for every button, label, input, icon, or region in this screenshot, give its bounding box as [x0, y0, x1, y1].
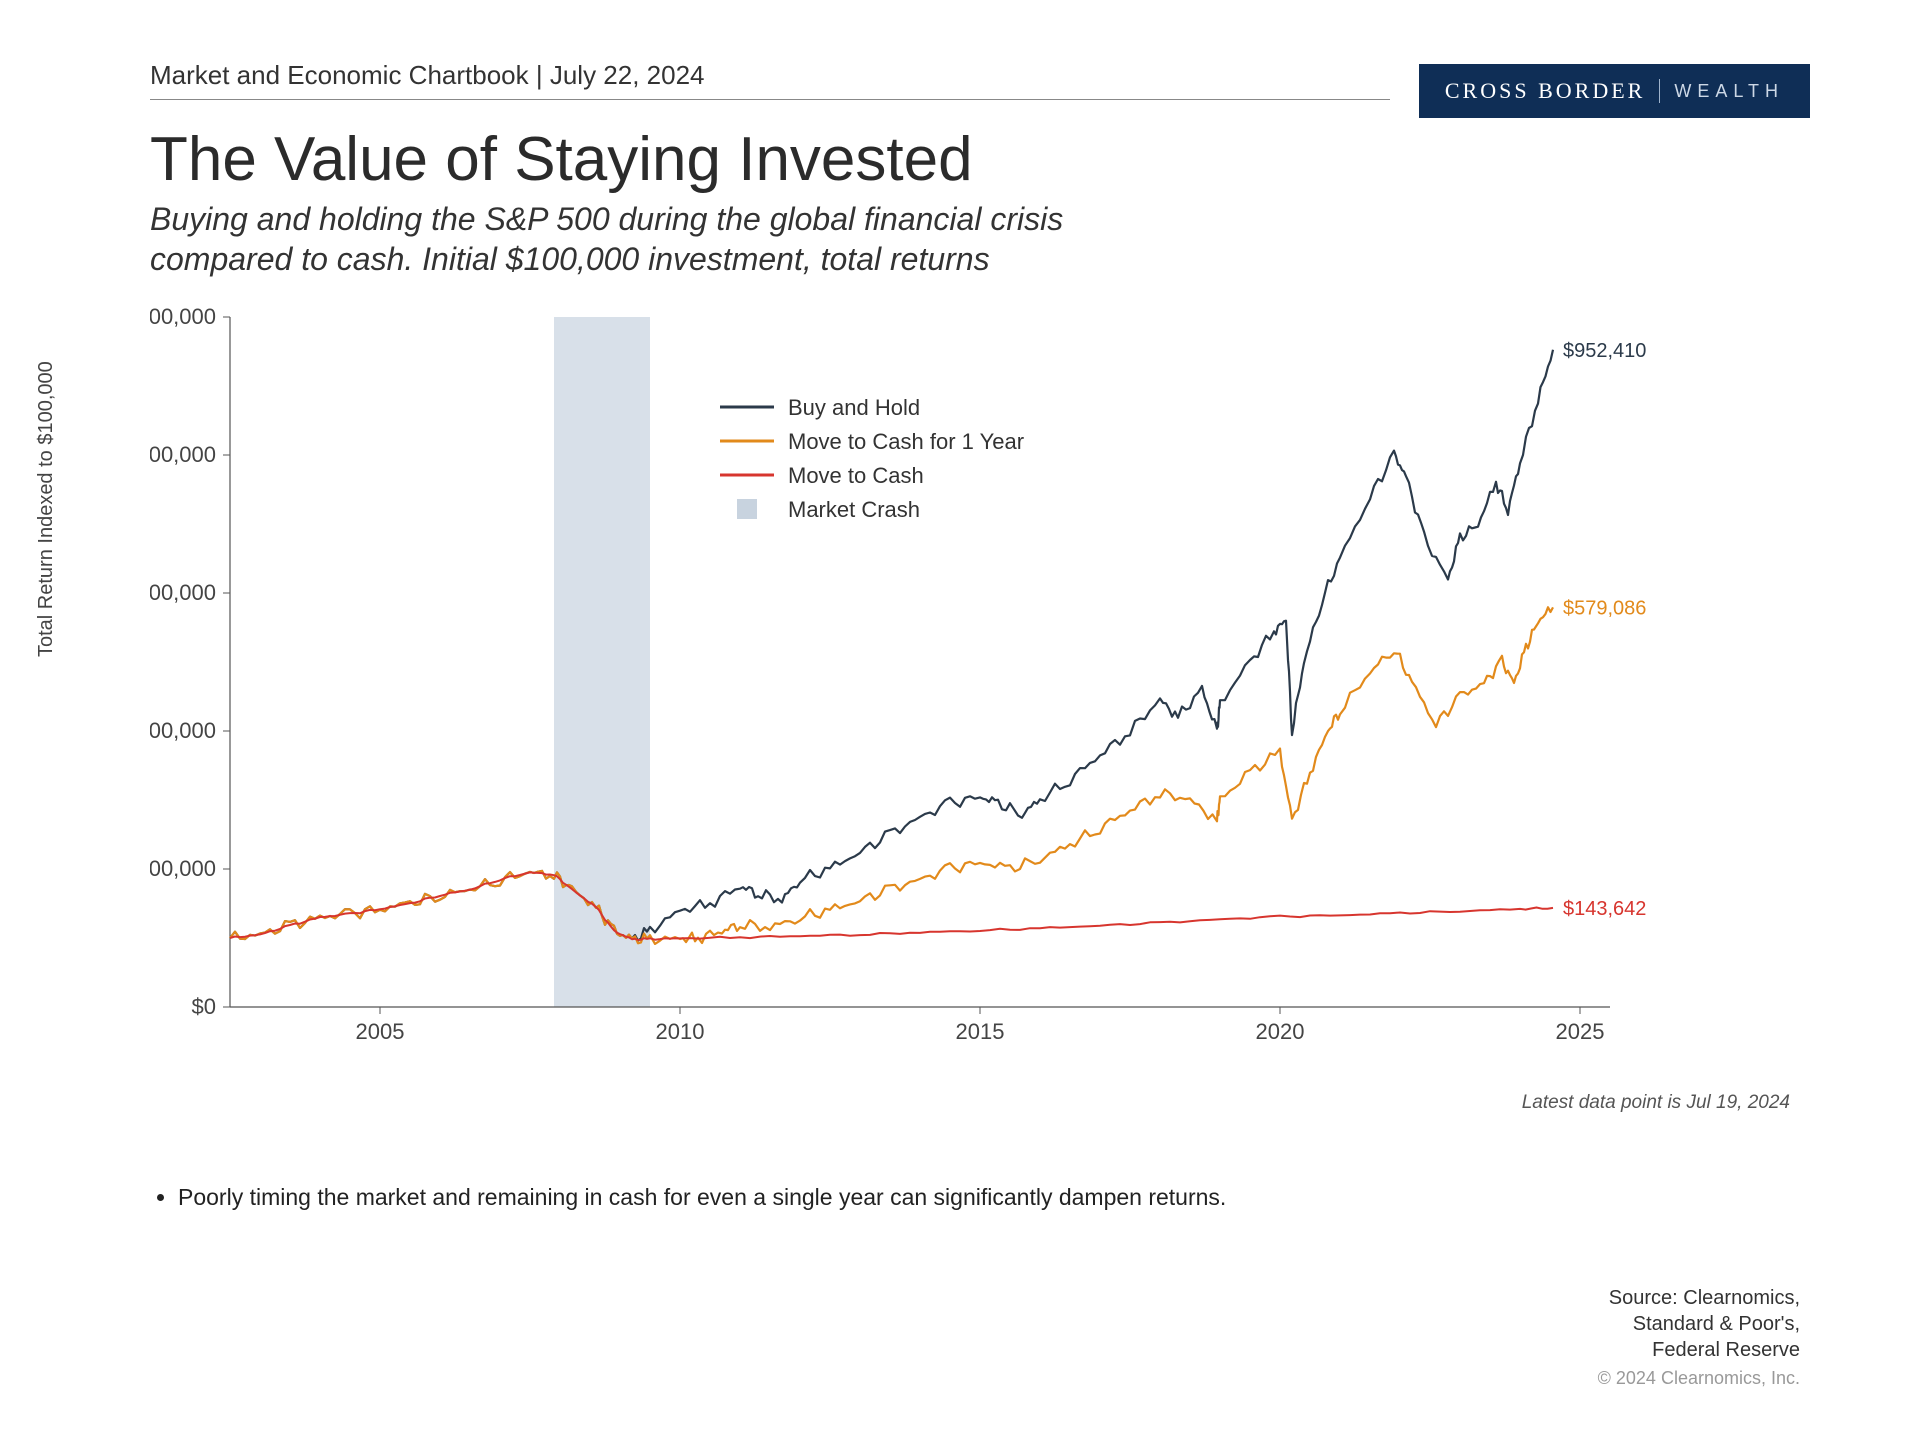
x-tick-label: 2015 [956, 1019, 1005, 1044]
legend-label: Move to Cash [788, 463, 924, 488]
legend-label: Move to Cash for 1 Year [788, 429, 1024, 454]
y-axis-label: Total Return Indexed to $100,000 [35, 361, 58, 657]
latest-data-note: Latest data point is Jul 19, 2024 [150, 1092, 1810, 1114]
source-block: Source: Clearnomics, Standard & Poor's, … [1598, 1285, 1800, 1390]
y-tick-label: $1,000,000 [150, 304, 216, 329]
page: Market and Economic Chartbook | July 22,… [0, 0, 1920, 1440]
bullet-item: Poorly timing the market and remaining i… [178, 1184, 1810, 1211]
legend-swatch-box [737, 499, 757, 519]
y-tick-label: $200,000 [150, 856, 216, 881]
brand-left: CROSS BORDER [1445, 78, 1645, 104]
y-tick-label: $400,000 [150, 718, 216, 743]
page-subtitle: Buying and holding the S&P 500 during th… [150, 199, 1190, 279]
brand-logo: CROSS BORDER WEALTH [1419, 64, 1810, 118]
source-line-2: Standard & Poor's, [1598, 1311, 1800, 1337]
copyright: © 2024 Clearnomics, Inc. [1598, 1367, 1800, 1390]
series-line [230, 607, 1553, 944]
y-tick-label: $0 [192, 994, 216, 1019]
chartbook-label: Market and Economic Chartbook | July 22,… [150, 60, 1390, 99]
bullet-list: Poorly timing the market and remaining i… [150, 1184, 1810, 1211]
x-tick-label: 2025 [1556, 1019, 1605, 1044]
page-title: The Value of Staying Invested [150, 124, 1810, 195]
y-tick-label: $800,000 [150, 442, 216, 467]
brand-right: WEALTH [1674, 81, 1784, 102]
brand-divider [1659, 79, 1660, 103]
header-rule [150, 99, 1390, 100]
series-end-label: $143,642 [1563, 898, 1646, 920]
x-tick-label: 2005 [356, 1019, 405, 1044]
market-crash-band [554, 317, 650, 1007]
x-tick-label: 2020 [1256, 1019, 1305, 1044]
legend-label: Buy and Hold [788, 395, 920, 420]
x-tick-label: 2010 [656, 1019, 705, 1044]
source-line-3: Federal Reserve [1598, 1337, 1800, 1363]
chart-container: Total Return Indexed to $100,000 $0$200,… [150, 297, 1810, 1062]
line-chart: $0 $200,000 $400,000 $600,000 $800,000 $1,000… [150, 297, 1710, 1057]
legend-label: Market Crash [788, 497, 920, 522]
y-tick-label: $600,000 [150, 580, 216, 605]
series-end-label: $952,410 [1563, 340, 1646, 362]
header-left: Market and Economic Chartbook | July 22,… [150, 60, 1390, 110]
series-end-label: $579,086 [1563, 597, 1646, 619]
series-line [230, 872, 1553, 940]
source-line-1: Source: Clearnomics, [1598, 1285, 1800, 1311]
top-bar: Market and Economic Chartbook | July 22,… [150, 60, 1810, 118]
